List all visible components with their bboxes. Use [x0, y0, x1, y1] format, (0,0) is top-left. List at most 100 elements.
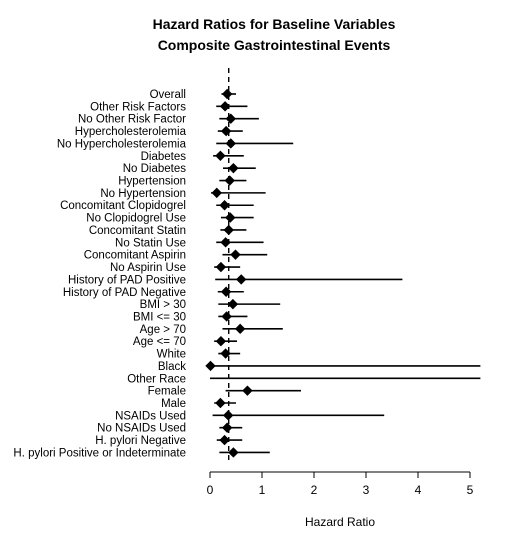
- forest-row: Age > 70: [140, 323, 283, 336]
- hazard-ratio-marker: [224, 175, 235, 186]
- row-label: Concomitant Statin: [89, 225, 186, 237]
- forest-row: Diabetes: [141, 150, 244, 163]
- hazard-ratio-marker: [215, 150, 226, 161]
- row-label: Male: [161, 398, 186, 410]
- forest-row: No Aspirin Use: [110, 261, 241, 274]
- hazard-ratio-marker: [220, 237, 231, 248]
- hazard-ratio-marker: [225, 212, 236, 223]
- row-label: No Clopidogrel Use: [86, 213, 186, 225]
- forest-row: Concomitant Aspirin: [84, 249, 268, 262]
- hazard-ratio-marker: [236, 274, 247, 285]
- forest-row: Hypercholesterolemia: [75, 125, 243, 138]
- forest-row: No Hypercholesterolemia: [57, 138, 294, 150]
- row-label: Other Risk Factors: [90, 101, 186, 113]
- row-label: Age <= 70: [133, 336, 186, 348]
- forest-row: White: [157, 348, 241, 361]
- row-label: BMI > 30: [140, 299, 186, 311]
- row-label: Concomitant Clopidogrel: [60, 200, 186, 212]
- hazard-ratio-marker: [234, 323, 246, 335]
- forest-row: No Hypertension: [100, 187, 266, 200]
- hazard-ratio-marker: [220, 348, 231, 359]
- forest-row: Male: [161, 397, 236, 410]
- forest-row: Female: [148, 385, 301, 398]
- x-tick-label: 5: [467, 483, 474, 497]
- hazard-ratio-marker: [228, 162, 239, 174]
- hazard-ratio-marker: [219, 434, 230, 446]
- row-label: Overall: [150, 89, 186, 101]
- hazard-ratio-marker: [215, 261, 227, 273]
- row-label: History of PAD Negative: [63, 287, 186, 299]
- forest-row: NSAIDs Used: [115, 410, 385, 422]
- row-label: No NSAIDs Used: [97, 423, 186, 435]
- hazard-ratio-marker: [219, 101, 231, 112]
- hazard-ratio-marker: [221, 311, 232, 322]
- forest-row: Age <= 70: [133, 336, 238, 348]
- row-label: NSAIDs Used: [115, 410, 186, 422]
- forest-row: BMI <= 30: [133, 311, 248, 323]
- x-tick-label: 2: [311, 483, 318, 497]
- x-tick-label: 0: [207, 483, 214, 497]
- forest-row: Concomitant Statin: [89, 224, 247, 237]
- hazard-ratio-marker: [219, 200, 230, 211]
- forest-row: Other Race: [127, 373, 481, 385]
- row-label: No Hypercholesterolemia: [57, 138, 187, 150]
- row-label: No Other Risk Factor: [78, 114, 186, 126]
- forest-row: Black: [158, 360, 481, 373]
- forest-row: H. pylori Negative: [95, 434, 243, 447]
- hazard-ratio-marker: [228, 447, 239, 458]
- forest-row: Overall: [150, 88, 236, 101]
- hazard-ratio-marker: [230, 249, 241, 260]
- hazard-ratio-marker: [211, 187, 222, 199]
- hazard-ratio-marker: [225, 113, 236, 124]
- forest-row: No Diabetes: [123, 162, 256, 175]
- forest-row: No Clopidogrel Use: [86, 212, 254, 225]
- x-tick-label: 4: [415, 483, 422, 497]
- hazard-ratio-marker: [220, 125, 232, 137]
- x-axis-label: Hazard Ratio: [305, 515, 375, 529]
- forest-row: No Statin Use: [115, 237, 264, 249]
- row-label: Diabetes: [141, 151, 187, 163]
- row-label: No Hypertension: [100, 188, 186, 200]
- x-tick-label: 1: [259, 483, 266, 497]
- forest-row: History of PAD Negative: [63, 286, 244, 299]
- row-label: Age > 70: [140, 324, 186, 336]
- forest-row: BMI > 30: [140, 298, 281, 311]
- row-label: No Diabetes: [123, 163, 187, 175]
- hazard-ratio-marker: [242, 385, 253, 396]
- forest-row: Concomitant Clopidogrel: [60, 200, 254, 212]
- forest-row: History of PAD Positive: [68, 274, 403, 286]
- forest-row: Hypertension: [118, 175, 247, 188]
- row-label: Hypertension: [118, 176, 186, 188]
- row-label: H. pylori Negative: [95, 435, 186, 447]
- forest-row: No Other Risk Factor: [78, 113, 259, 126]
- hazard-ratio-marker: [205, 360, 216, 372]
- forest-row: H. pylori Positive or Indeterminate: [13, 447, 270, 459]
- hazard-ratio-marker: [221, 88, 233, 100]
- row-label: Concomitant Aspirin: [84, 250, 186, 262]
- hazard-ratio-marker: [223, 224, 234, 236]
- row-label: No Aspirin Use: [110, 262, 186, 274]
- row-label: Hypercholesterolemia: [75, 126, 187, 138]
- row-label: Female: [148, 386, 186, 398]
- hazard-ratio-marker: [215, 336, 227, 347]
- chart-title-line-2: Composite Gastrointestinal Events: [158, 37, 391, 53]
- hazard-ratio-marker: [215, 397, 226, 409]
- hazard-ratio-marker: [223, 410, 234, 421]
- forest-row: No NSAIDs Used: [97, 422, 243, 435]
- hazard-ratio-marker: [225, 138, 236, 149]
- row-label: H. pylori Positive or Indeterminate: [13, 447, 186, 459]
- row-label: History of PAD Positive: [68, 274, 186, 286]
- row-label: White: [157, 349, 186, 361]
- x-tick-label: 3: [363, 483, 370, 497]
- chart-title-line-1: Hazard Ratios for Baseline Variables: [153, 16, 396, 32]
- row-label: Black: [158, 361, 186, 373]
- hazard-ratio-marker: [227, 298, 239, 310]
- row-label: No Statin Use: [115, 237, 186, 249]
- forest-row: Other Risk Factors: [90, 101, 248, 113]
- row-label: Other Race: [127, 373, 186, 385]
- row-label: BMI <= 30: [133, 311, 186, 323]
- hazard-ratio-marker: [220, 286, 232, 297]
- hazard-ratio-marker: [221, 422, 233, 433]
